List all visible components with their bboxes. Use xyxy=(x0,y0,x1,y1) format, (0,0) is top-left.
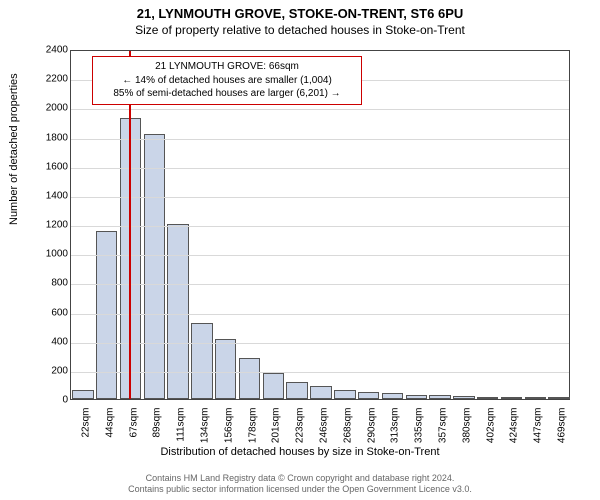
annotation-line3: 85% of semi-detached houses are larger (… xyxy=(99,87,355,101)
x-tick: 335sqm xyxy=(414,408,425,444)
grid-line xyxy=(71,343,569,344)
grid-line xyxy=(71,168,569,169)
grid-line xyxy=(71,314,569,315)
y-tick: 1400 xyxy=(28,190,68,201)
footer-line1: Contains HM Land Registry data © Crown c… xyxy=(0,473,600,485)
y-tick: 800 xyxy=(28,278,68,289)
histogram-bar xyxy=(358,392,379,399)
x-axis-label: Distribution of detached houses by size … xyxy=(0,446,600,458)
histogram-bar xyxy=(453,396,474,399)
histogram-bar xyxy=(477,397,498,399)
y-tick: 2000 xyxy=(28,103,68,114)
grid-line xyxy=(71,109,569,110)
histogram-bar xyxy=(382,393,403,399)
y-tick: 1000 xyxy=(28,249,68,260)
histogram-bar xyxy=(501,397,522,399)
chart-footer: Contains HM Land Registry data © Crown c… xyxy=(0,473,600,496)
grid-line xyxy=(71,284,569,285)
histogram-bar xyxy=(310,386,331,399)
grid-line xyxy=(71,372,569,373)
x-tick: 134sqm xyxy=(199,408,210,444)
y-tick: 1600 xyxy=(28,161,68,172)
x-tick: 380sqm xyxy=(461,408,472,444)
chart-title-sub: Size of property relative to detached ho… xyxy=(0,21,600,37)
x-tick: 22sqm xyxy=(80,408,91,438)
chart-container: 21, LYNMOUTH GROVE, STOKE-ON-TRENT, ST6 … xyxy=(0,0,600,500)
x-tick: 223sqm xyxy=(295,408,306,444)
histogram-bar xyxy=(406,395,427,399)
histogram-bar xyxy=(144,134,165,399)
x-tick: 156sqm xyxy=(223,408,234,444)
y-axis-label: Number of detached properties xyxy=(8,73,20,225)
x-tick: 313sqm xyxy=(390,408,401,444)
x-tick: 67sqm xyxy=(128,408,139,438)
y-tick: 1200 xyxy=(28,220,68,231)
y-tick: 200 xyxy=(28,365,68,376)
x-tick: 290sqm xyxy=(366,408,377,444)
x-tick: 268sqm xyxy=(342,408,353,444)
y-tick: 2400 xyxy=(28,45,68,56)
histogram-bar xyxy=(96,231,117,399)
y-tick: 0 xyxy=(28,395,68,406)
y-tick: 2200 xyxy=(28,74,68,85)
grid-line xyxy=(71,139,569,140)
x-tick: 469sqm xyxy=(557,408,568,444)
y-tick: 600 xyxy=(28,307,68,318)
histogram-bar xyxy=(72,390,93,399)
chart-title-main: 21, LYNMOUTH GROVE, STOKE-ON-TRENT, ST6 … xyxy=(0,0,600,21)
x-tick: 357sqm xyxy=(438,408,449,444)
histogram-bar xyxy=(286,382,307,400)
y-tick: 400 xyxy=(28,336,68,347)
histogram-bar xyxy=(191,323,212,399)
x-tick: 178sqm xyxy=(247,408,258,444)
x-tick: 89sqm xyxy=(152,408,163,438)
annotation-line2: ← 14% of detached houses are smaller (1,… xyxy=(99,74,355,88)
histogram-bar xyxy=(239,358,260,399)
histogram-bar xyxy=(525,397,546,399)
x-tick: 111sqm xyxy=(176,408,187,442)
grid-line xyxy=(71,197,569,198)
annotation-line1: 21 LYNMOUTH GROVE: 66sqm xyxy=(99,60,355,74)
annotation-box: 21 LYNMOUTH GROVE: 66sqm ← 14% of detach… xyxy=(92,56,362,105)
x-tick: 44sqm xyxy=(104,408,115,438)
x-tick: 246sqm xyxy=(319,408,330,444)
histogram-bar xyxy=(334,390,355,399)
x-tick: 402sqm xyxy=(485,408,496,444)
x-tick: 424sqm xyxy=(509,408,520,444)
histogram-bar xyxy=(215,339,236,399)
histogram-bar xyxy=(548,397,569,399)
x-tick: 447sqm xyxy=(533,408,544,444)
y-tick: 1800 xyxy=(28,132,68,143)
grid-line xyxy=(71,226,569,227)
histogram-bar xyxy=(429,395,450,399)
grid-line xyxy=(71,255,569,256)
footer-line2: Contains public sector information licen… xyxy=(0,484,600,496)
x-tick: 201sqm xyxy=(271,408,282,444)
histogram-bar xyxy=(263,373,284,399)
